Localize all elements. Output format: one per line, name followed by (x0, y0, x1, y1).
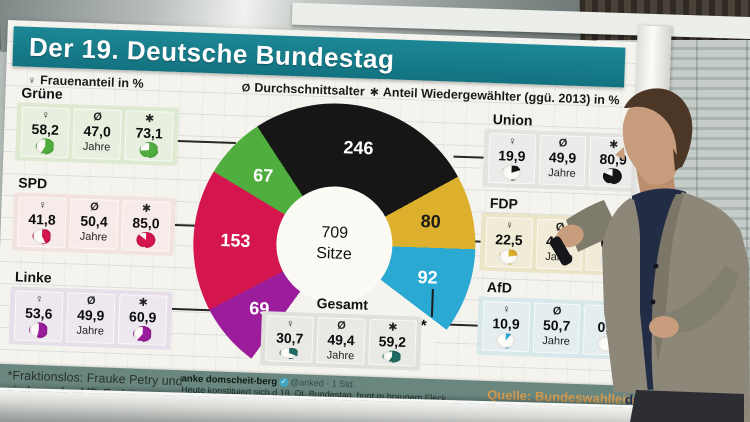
asterisk-icon: ✱ (138, 296, 149, 310)
asterisk-icon: ✱ (141, 202, 152, 216)
stat-women: ♀ 22,5 (484, 216, 534, 269)
women-share-pie (279, 346, 299, 360)
legend-average-age: Ø Durchschnittsalter (241, 80, 365, 99)
party-panel-gesamt: ♀ 30,7 Ø 49,4 Jahre ✱ 59,2 (260, 311, 422, 371)
reelected-share-pie (135, 231, 156, 249)
average-icon: Ø (93, 111, 103, 124)
party-panel-linke: ♀ 53,6 Ø 49,9 Jahre ✱ 60,9 (8, 286, 173, 350)
donut-seat-label: 67 (252, 164, 274, 186)
female-icon: ♀ (34, 293, 44, 306)
average-icon: Ø (337, 319, 347, 332)
women-share-pie (498, 248, 519, 265)
average-icon: Ø (90, 200, 100, 214)
presenter-clicker (549, 236, 573, 266)
average-icon: Ø (86, 294, 96, 308)
party-panel-gruene: ♀ 58,2 Ø 47,0 Jahre ✱ 73,1 (15, 102, 180, 166)
stat-age: Ø 49,4 Jahre (316, 317, 366, 365)
presenter (540, 50, 750, 422)
asterisk-icon: ✱ (369, 86, 380, 99)
party-name-spd: SPD (18, 174, 48, 192)
stat-reelected: ✱ 73,1 (124, 110, 174, 162)
asterisk-icon: ✱ (387, 321, 398, 334)
party-name-gruene: Grüne (21, 84, 63, 102)
total-seats: 709 (321, 224, 349, 243)
women-share-pie (501, 164, 522, 181)
stat-age: Ø 49,9 Jahre (65, 292, 116, 344)
reelected-share-pie (132, 325, 152, 343)
female-icon: ♀ (502, 303, 511, 316)
stat-women: ♀ 30,7 (265, 315, 315, 363)
donut-seat-label: 92 (417, 266, 438, 288)
total-seats-label: Sitze (315, 244, 353, 264)
women-share-pie (34, 138, 55, 155)
stat-age: Ø 50,4 Jahre (69, 198, 119, 250)
female-icon: ♀ (505, 219, 514, 232)
party-panel-spd: ♀ 41,8 Ø 50,4 Jahre ✱ 85,0 (11, 192, 176, 256)
donut-seat-label: 80 (420, 210, 442, 232)
stat-reelected: ✱ 60,9 (117, 294, 168, 346)
women-share-pie (28, 321, 48, 339)
stat-women: ♀ 53,6 (13, 290, 64, 343)
female-icon: ♀ (41, 109, 51, 122)
party-name-afd: AfD (486, 278, 513, 296)
donut-seat-label: 246 (343, 137, 374, 159)
party-name-fdp: FDP (489, 194, 519, 212)
asterisk-icon: ✱ (144, 112, 155, 126)
average-icon: Ø (241, 82, 251, 95)
donut-seat-label: 153 (220, 230, 251, 252)
verified-icon: ✓ (278, 377, 289, 387)
stat-reelected: ✱ 59,2 (367, 318, 417, 367)
stat-age: Ø 47,0 Jahre (72, 108, 122, 161)
party-name-union: Union (492, 110, 533, 129)
reelected-share-pie (382, 350, 402, 363)
female-icon: ♀ (38, 199, 47, 212)
presenter-figure (549, 88, 750, 422)
women-share-pie (31, 227, 52, 245)
female-icon: ♀ (508, 135, 517, 148)
stat-women: ♀ 10,9 (481, 300, 531, 353)
stat-women: ♀ 41,8 (17, 196, 67, 249)
stat-reelected: ✱ 85,0 (121, 200, 171, 252)
stat-women: ♀ 19,9 (487, 132, 536, 185)
party-name-linke: Linke (14, 268, 52, 286)
reelected-share-pie (138, 141, 159, 159)
female-icon: ♀ (285, 317, 295, 331)
women-share-pie (495, 332, 516, 349)
stat-women: ♀ 58,2 (20, 106, 70, 159)
